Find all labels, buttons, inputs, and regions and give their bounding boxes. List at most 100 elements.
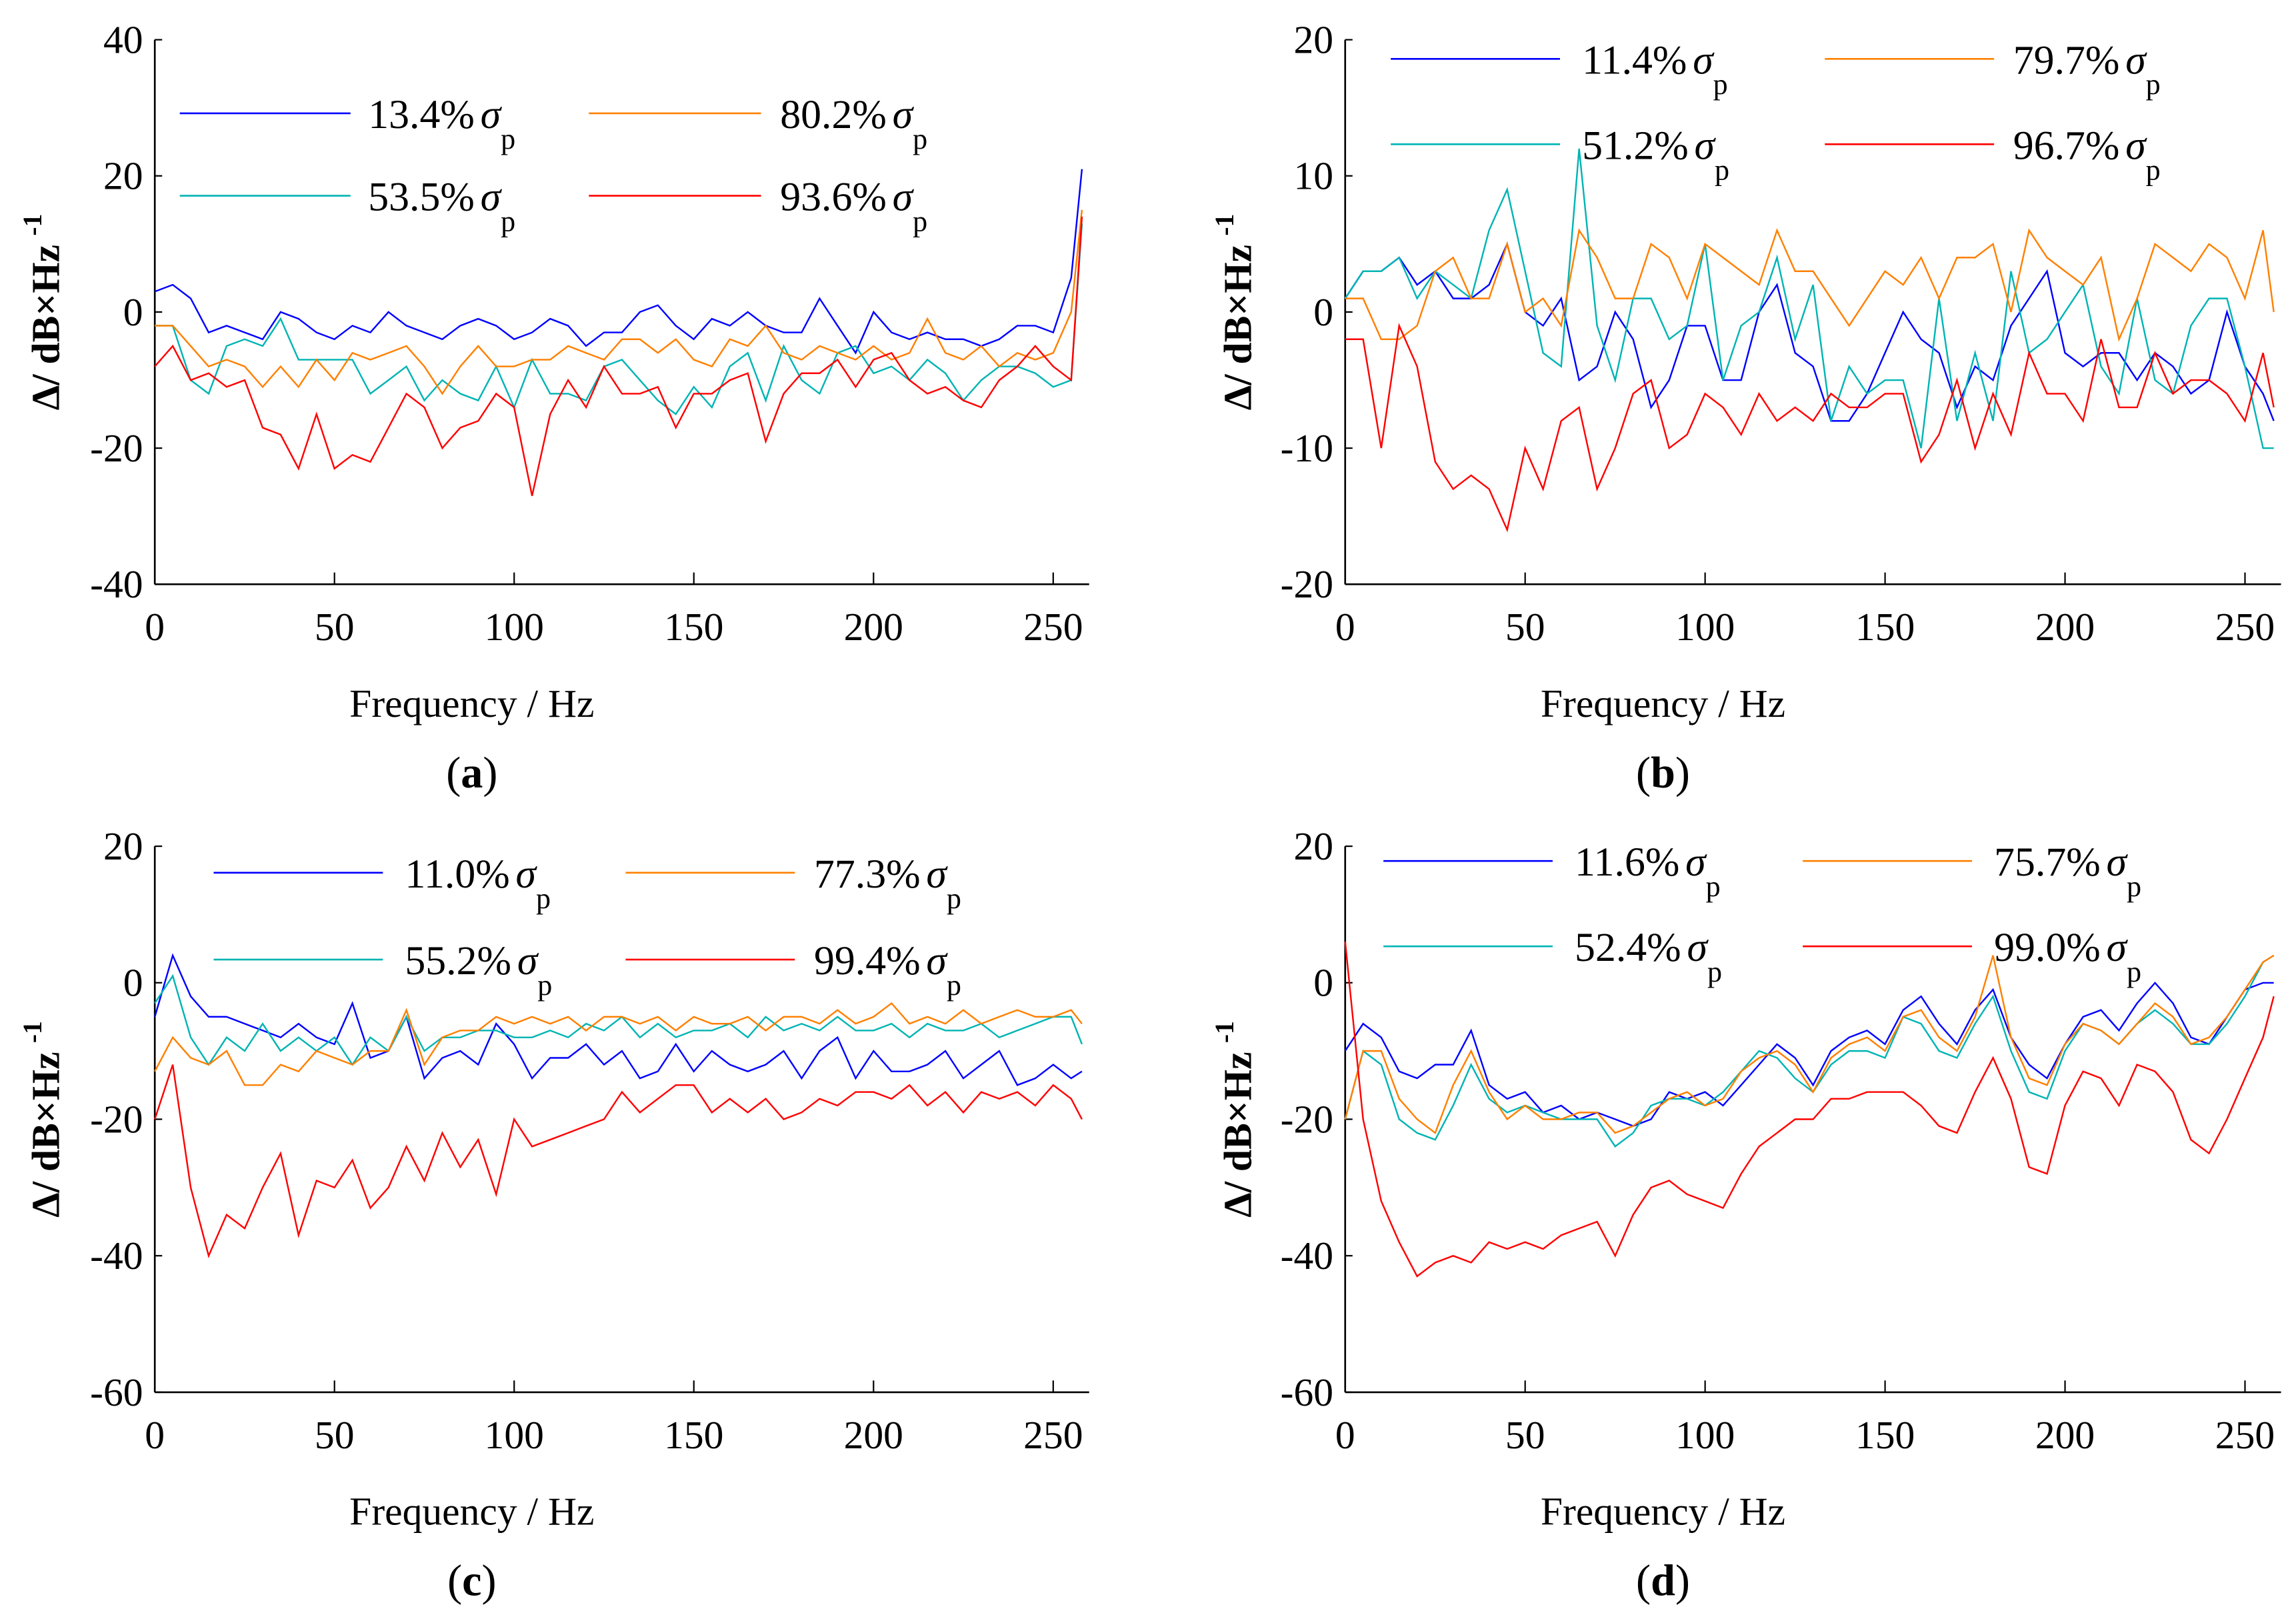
panel-label-close: ): [482, 1557, 497, 1606]
x-tick-label: 250: [1023, 1413, 1083, 1457]
legend-value: 80.2%: [780, 92, 887, 137]
legend-label: 11.4% σp: [1582, 37, 1728, 101]
legend-sigma: σ: [1695, 123, 1717, 168]
x-tick-label: 200: [844, 605, 903, 649]
legend-value: 13.4%: [368, 92, 475, 137]
legend-subscript: p: [1713, 68, 1728, 101]
x-axis-label: Frequency / Hz: [349, 1490, 594, 1534]
series-line-802: [155, 209, 1083, 395]
legend-value: 53.5%: [368, 175, 475, 220]
legend-label: 93.6% σp: [780, 175, 927, 238]
x-tick-label: 150: [664, 1413, 723, 1457]
series-line-990: [1344, 942, 2275, 1278]
legend-entry: 53.5% σp: [179, 175, 515, 238]
legend-entry: 80.2% σp: [589, 92, 927, 155]
legend-label: 52.4% σp: [1575, 925, 1722, 988]
legend-label: 75.7% σp: [1994, 840, 2141, 903]
x-tick-label: 0: [145, 1413, 165, 1457]
legend-value: 77.3%: [814, 852, 921, 897]
y-axis-label-text: Δ/ dB×Hz: [1215, 245, 1259, 410]
legend-sigma: σ: [893, 92, 915, 137]
series-line-757: [1344, 954, 2275, 1134]
x-tick-label: 50: [1505, 1413, 1545, 1457]
legend-subscript: p: [2146, 68, 2161, 101]
panel-label-open: (: [446, 749, 461, 797]
legend-label: 11.0% σp: [405, 852, 551, 915]
legend-sigma: σ: [2107, 925, 2129, 970]
legend-label: 80.2% σp: [780, 92, 927, 155]
legend-label: 99.4% σp: [814, 938, 961, 1002]
legend-subscript: p: [947, 882, 961, 915]
panel-label: (a): [446, 749, 497, 797]
legend-entry: 75.7% σp: [1803, 840, 2141, 903]
y-tick-label: -20: [1281, 1097, 1333, 1141]
legend-sigma: σ: [926, 938, 948, 984]
y-tick-label: 0: [123, 290, 143, 334]
y-axis-label: Δ/ dB×Hz -1: [18, 214, 67, 411]
x-tick-label: 200: [2035, 605, 2095, 649]
x-tick-label: 100: [1675, 605, 1735, 649]
x-tick-label: 0: [1335, 605, 1355, 649]
legend-entry: 93.6% σp: [589, 175, 927, 238]
legend-subscript: p: [913, 205, 927, 238]
x-tick-label: 150: [1855, 1413, 1915, 1457]
x-tick-label: 250: [2215, 605, 2275, 649]
legend-sigma: σ: [2125, 37, 2147, 83]
series-line-936: [154, 216, 1083, 496]
legend-sigma: σ: [2107, 840, 2129, 885]
y-tick-label: 0: [1313, 290, 1333, 334]
legend-label: 99.0% σp: [1994, 925, 2141, 988]
legend-entry: 77.3% σp: [625, 852, 961, 915]
x-tick-label: 0: [1335, 1413, 1355, 1457]
legend-label: 51.2% σp: [1582, 123, 1729, 186]
y-axis-label-exponent: -1: [18, 214, 47, 236]
x-tick-label: 0: [145, 605, 165, 649]
panel-label-close: ): [1675, 1557, 1690, 1606]
legend-sigma: σ: [1693, 37, 1715, 83]
legend-label: 11.6% σp: [1575, 840, 1721, 903]
panel-label: (d): [1636, 1557, 1690, 1606]
panel-label-letter: d: [1651, 1557, 1675, 1606]
legend-subscript: p: [1715, 153, 1729, 186]
y-tick-label: 20: [103, 824, 143, 868]
y-tick-label: -20: [90, 426, 143, 470]
series-line-967: [1345, 323, 2275, 533]
y-tick-label: -40: [90, 1234, 143, 1278]
series-line-134: [154, 169, 1083, 355]
legend-entry: 11.6% σp: [1383, 840, 1721, 903]
panel-label-letter: a: [461, 749, 483, 797]
legend-label: 79.7% σp: [2013, 37, 2161, 101]
y-axis-label-text: Δ/ dB×Hz: [24, 245, 68, 410]
y-axis-label: Δ/ dB×Hz -1: [1210, 214, 1259, 411]
legend-subscript: p: [501, 205, 515, 238]
y-axis-label-text: Δ/ dB×Hz: [24, 1052, 68, 1217]
x-tick-label: 200: [2035, 1413, 2095, 1457]
legend-value: 96.7%: [2013, 123, 2120, 168]
legend-sigma: σ: [2125, 123, 2147, 168]
y-tick-label: -60: [90, 1370, 143, 1414]
legend-sigma: σ: [481, 92, 503, 137]
legend-subscript: p: [913, 123, 927, 155]
y-axis-label-exponent: -1: [18, 1021, 47, 1043]
legend-subscript: p: [2127, 870, 2141, 903]
legend-value: 52.4%: [1575, 925, 1681, 970]
legend-value: 99.0%: [1994, 925, 2101, 970]
legend-entry: 96.7% σp: [1825, 123, 2161, 186]
legend-value: 75.7%: [1994, 840, 2101, 885]
legend-subscript: p: [1706, 870, 1721, 903]
legend-sigma: σ: [517, 938, 539, 984]
series-line-116: [1344, 982, 2274, 1127]
series-line-552: [154, 974, 1083, 1066]
legend-entry: 51.2% σp: [1391, 123, 1729, 186]
y-tick-label: 10: [1294, 154, 1334, 198]
y-tick-label: 40: [103, 17, 143, 61]
x-tick-label: 250: [1023, 605, 1083, 649]
legend-entry: 79.7% σp: [1825, 37, 2161, 101]
y-tick-label: -10: [1281, 426, 1333, 470]
legend-subscript: p: [947, 969, 961, 1002]
x-tick-label: 150: [664, 605, 723, 649]
legend-subscript: p: [1707, 956, 1722, 988]
x-tick-label: 50: [315, 1413, 355, 1457]
y-axis-label-text: Δ/ dB×Hz: [1215, 1052, 1259, 1217]
legend-sigma: σ: [481, 175, 503, 220]
